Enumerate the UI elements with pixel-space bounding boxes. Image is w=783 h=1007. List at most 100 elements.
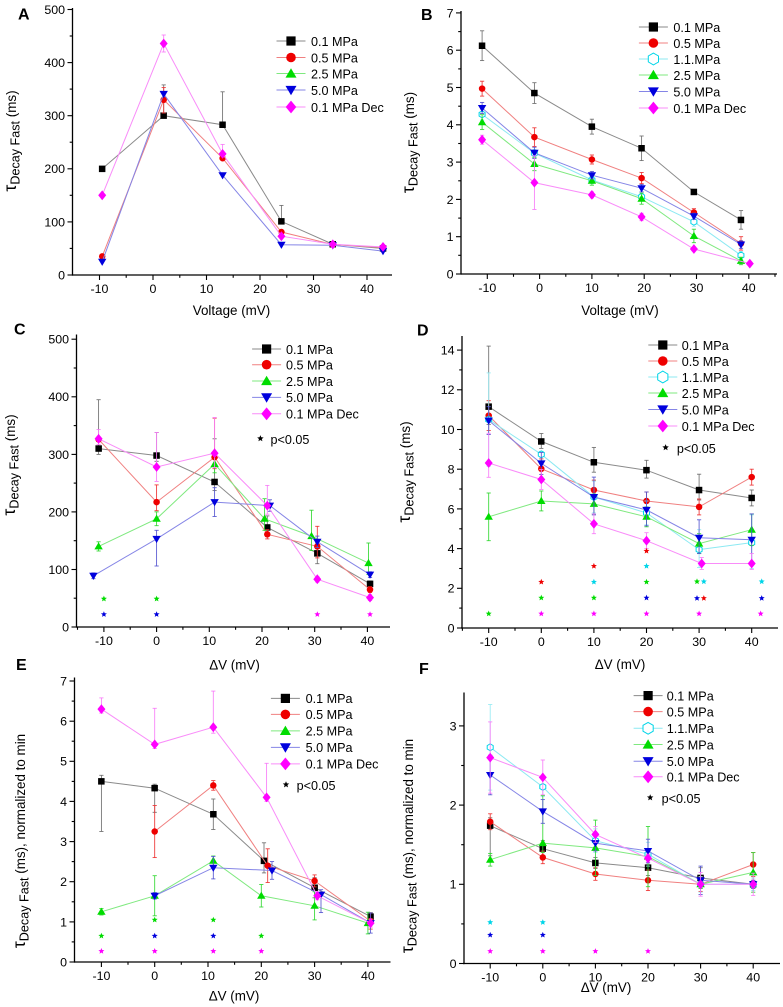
- svg-text:10: 10: [441, 423, 455, 437]
- svg-text:0.1 MPa Dec: 0.1 MPa Dec: [667, 771, 740, 785]
- svg-text:-10: -10: [91, 282, 109, 296]
- svg-text:0.5 MPa: 0.5 MPa: [306, 708, 353, 722]
- svg-text:2: 2: [450, 799, 457, 813]
- svg-text:5: 5: [60, 755, 67, 769]
- svg-text:ΔV (mV): ΔV (mV): [209, 658, 260, 673]
- svg-text:0.5 MPa: 0.5 MPa: [667, 705, 714, 719]
- svg-text:2.5 MPa: 2.5 MPa: [311, 67, 358, 81]
- svg-text:100: 100: [48, 563, 69, 577]
- svg-text:500: 500: [44, 3, 65, 17]
- svg-text:5.0 MPa: 5.0 MPa: [311, 84, 358, 98]
- svg-text:1: 1: [60, 915, 67, 929]
- svg-text:Voltage (mV): Voltage (mV): [193, 303, 270, 318]
- svg-text:τDecay Fast (ms), normalized t: τDecay Fast (ms), normalized to min: [9, 734, 31, 948]
- svg-text:0.5 MPa: 0.5 MPa: [311, 51, 358, 65]
- svg-text:τDecay Fast (ms), normalized t: τDecay Fast (ms), normalized to min: [397, 739, 419, 953]
- svg-text:10: 10: [201, 969, 215, 983]
- svg-text:6: 6: [60, 715, 67, 729]
- svg-text:0.1 MPa: 0.1 MPa: [311, 35, 358, 49]
- svg-text:0.1 MPa Dec: 0.1 MPa Dec: [286, 408, 359, 422]
- svg-text:-10: -10: [92, 969, 110, 983]
- svg-text:0.1 MPa Dec: 0.1 MPa Dec: [306, 758, 379, 772]
- svg-text:40: 40: [361, 969, 375, 983]
- svg-text:0: 0: [150, 282, 157, 296]
- svg-text:0: 0: [539, 971, 546, 985]
- svg-text:2: 2: [447, 193, 454, 207]
- svg-text:20: 20: [255, 634, 269, 648]
- svg-text:1.1.MPa: 1.1.MPa: [673, 53, 720, 67]
- svg-text:20: 20: [253, 282, 267, 296]
- svg-text:10: 10: [587, 635, 601, 649]
- svg-text:ΔV (mV): ΔV (mV): [595, 657, 646, 672]
- svg-text:0.1 MPa Dec: 0.1 MPa Dec: [682, 420, 755, 434]
- svg-text:2.5 MPa: 2.5 MPa: [306, 725, 353, 739]
- svg-text:0: 0: [62, 620, 69, 634]
- svg-text:0: 0: [151, 969, 158, 983]
- svg-text:E: E: [16, 657, 27, 674]
- svg-text:1.1.MPa: 1.1.MPa: [667, 722, 714, 736]
- svg-text:0: 0: [536, 281, 543, 295]
- svg-text:0.1 MPa: 0.1 MPa: [306, 692, 353, 706]
- svg-text:0: 0: [448, 621, 455, 635]
- svg-text:30: 30: [694, 971, 708, 985]
- svg-text:40: 40: [745, 635, 759, 649]
- svg-text:40: 40: [746, 971, 760, 985]
- svg-text:30: 30: [308, 969, 322, 983]
- svg-text:ΔV (mV): ΔV (mV): [581, 980, 632, 995]
- svg-text:2.5 MPa: 2.5 MPa: [682, 387, 729, 401]
- svg-text:1.1.MPa: 1.1.MPa: [682, 371, 729, 385]
- svg-text:Voltage (mV): Voltage (mV): [581, 303, 658, 318]
- svg-text:τDecay Fast (ms): τDecay Fast (ms): [0, 414, 21, 515]
- svg-text:7: 7: [60, 674, 67, 688]
- svg-text:0.1 MPa: 0.1 MPa: [673, 21, 720, 35]
- svg-text:τDecay Fast (ms): τDecay Fast (ms): [394, 421, 416, 522]
- svg-text:4: 4: [60, 795, 67, 809]
- svg-text:3: 3: [450, 719, 457, 733]
- svg-text:0: 0: [153, 634, 160, 648]
- svg-text:8: 8: [448, 463, 455, 477]
- svg-text:40: 40: [361, 634, 375, 648]
- svg-text:5.0 MPa: 5.0 MPa: [306, 741, 353, 755]
- svg-text:5.0 MPa: 5.0 MPa: [682, 403, 729, 417]
- svg-text:0.1 MPa: 0.1 MPa: [667, 689, 714, 703]
- svg-text:0: 0: [60, 955, 67, 969]
- svg-text:C: C: [14, 322, 26, 339]
- svg-text:A: A: [18, 7, 30, 24]
- svg-text:200: 200: [44, 162, 65, 176]
- svg-text:5.0 MPa: 5.0 MPa: [673, 85, 720, 99]
- svg-text:p<0.05: p<0.05: [271, 433, 310, 447]
- svg-text:3: 3: [447, 156, 454, 170]
- svg-text:2.5 MPa: 2.5 MPa: [667, 738, 714, 752]
- svg-text:300: 300: [48, 448, 69, 462]
- svg-text:300: 300: [44, 109, 65, 123]
- svg-text:20: 20: [640, 635, 654, 649]
- svg-text:5.0 MPa: 5.0 MPa: [286, 391, 333, 405]
- svg-text:30: 30: [690, 281, 704, 295]
- svg-text:14: 14: [441, 344, 455, 358]
- svg-text:400: 400: [44, 56, 65, 70]
- svg-text:4: 4: [447, 118, 454, 132]
- svg-text:0.5 MPa: 0.5 MPa: [673, 37, 720, 51]
- svg-text:2.5 MPa: 2.5 MPa: [286, 375, 333, 389]
- svg-text:-10: -10: [480, 635, 498, 649]
- svg-text:6: 6: [447, 44, 454, 58]
- svg-text:-10: -10: [478, 281, 496, 295]
- svg-text:p<0.05: p<0.05: [677, 442, 716, 456]
- svg-text:0.5 MPa: 0.5 MPa: [682, 355, 729, 369]
- svg-text:ΔV (mV): ΔV (mV): [209, 989, 260, 1004]
- svg-text:1: 1: [447, 230, 454, 244]
- svg-text:30: 30: [308, 634, 322, 648]
- svg-text:500: 500: [48, 333, 69, 347]
- svg-text:400: 400: [48, 390, 69, 404]
- svg-text:40: 40: [742, 281, 756, 295]
- svg-text:0.1 MPa: 0.1 MPa: [682, 339, 729, 353]
- svg-text:10: 10: [585, 281, 599, 295]
- svg-text:-10: -10: [481, 971, 499, 985]
- svg-text:20: 20: [637, 281, 651, 295]
- svg-text:0.1 MPa Dec: 0.1 MPa Dec: [311, 101, 384, 115]
- svg-text:30: 30: [307, 282, 321, 296]
- svg-text:10: 10: [200, 282, 214, 296]
- svg-text:20: 20: [641, 971, 655, 985]
- svg-text:100: 100: [44, 215, 65, 229]
- svg-text:6: 6: [448, 502, 455, 516]
